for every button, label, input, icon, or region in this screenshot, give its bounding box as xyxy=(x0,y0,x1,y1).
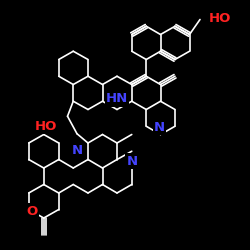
Text: HO: HO xyxy=(209,12,231,25)
Text: HO: HO xyxy=(34,120,57,133)
Text: N: N xyxy=(72,144,83,156)
Text: O: O xyxy=(26,205,38,218)
Text: N: N xyxy=(126,155,138,168)
Text: HN: HN xyxy=(106,92,128,105)
Text: N: N xyxy=(154,121,165,134)
